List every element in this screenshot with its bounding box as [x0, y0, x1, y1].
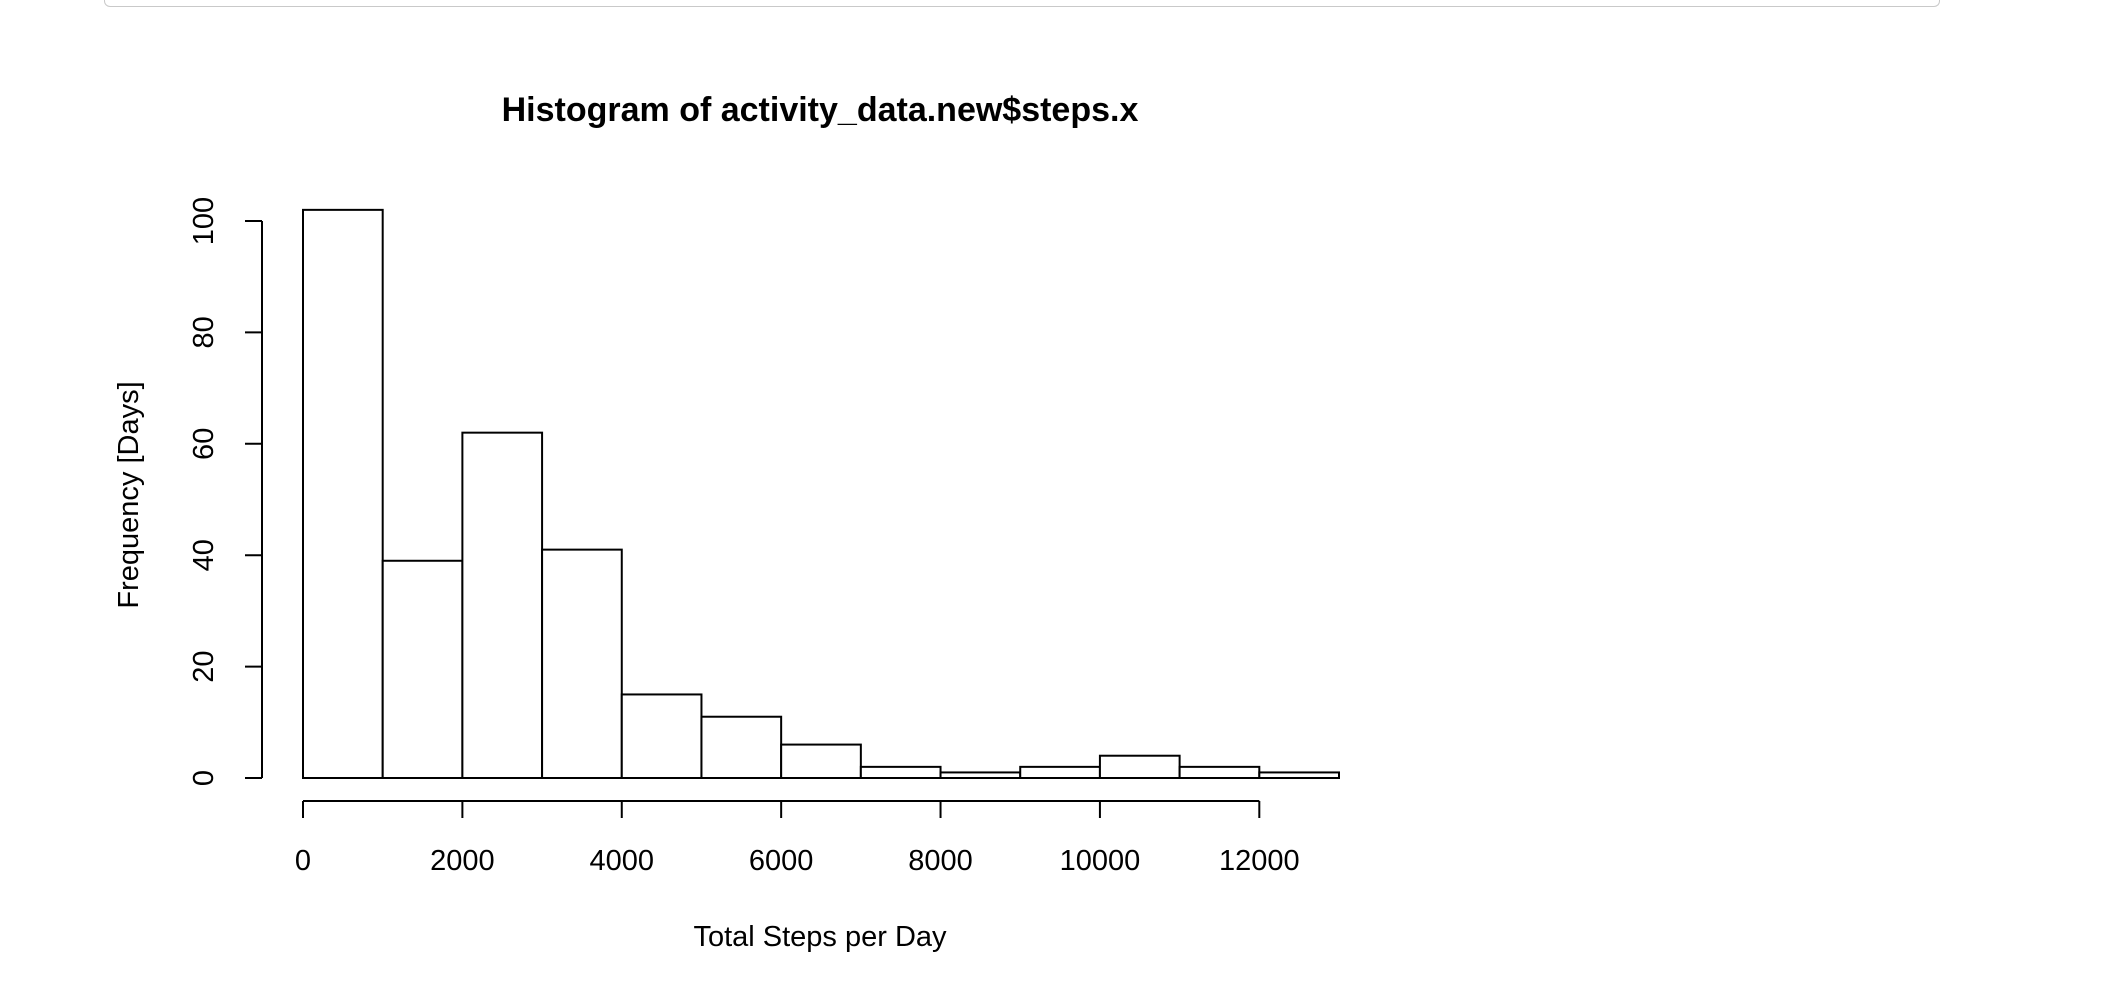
histogram-bar — [541, 548, 623, 779]
y-tick-label: 100 — [188, 197, 220, 245]
x-axis: 0 2000 4000 6000 8000 10000 12000 — [295, 800, 1300, 877]
y-axis-label: Frequency [Days] — [113, 381, 145, 608]
y-tick-label: 20 — [188, 650, 220, 682]
y-tick-label: 80 — [188, 316, 220, 348]
x-tick-label: 10000 — [1060, 845, 1141, 877]
histogram-bar — [1178, 765, 1261, 779]
histogram-bar — [620, 693, 703, 780]
x-axis-label: Total Steps per Day — [693, 921, 947, 953]
x-tick-label: 6000 — [749, 845, 814, 877]
histogram-bar — [302, 208, 384, 780]
histogram-bar — [381, 559, 464, 780]
x-tick-label: 8000 — [908, 845, 973, 877]
histogram-bar — [700, 715, 783, 779]
x-tick-label: 2000 — [430, 845, 495, 877]
x-tick-label: 0 — [295, 845, 311, 877]
histogram-bar — [1258, 771, 1341, 779]
histogram-bar — [939, 771, 1022, 779]
y-axis: 0 20 40 60 80 100 — [188, 197, 263, 786]
histogram-bar — [1098, 754, 1181, 779]
x-tick-label: 12000 — [1219, 845, 1300, 877]
histogram-bar — [461, 431, 544, 779]
chart-title: Histogram of activity_data.new$steps.x — [502, 91, 1139, 129]
bars-group — [302, 208, 1341, 780]
y-tick-label: 40 — [188, 539, 220, 571]
x-tick-label: 4000 — [590, 845, 655, 877]
histogram-bar — [1019, 765, 1101, 779]
histogram-bar — [780, 743, 862, 780]
y-tick-label: 60 — [188, 428, 220, 460]
y-tick-label: 0 — [188, 770, 220, 786]
histogram-bar — [859, 765, 942, 779]
